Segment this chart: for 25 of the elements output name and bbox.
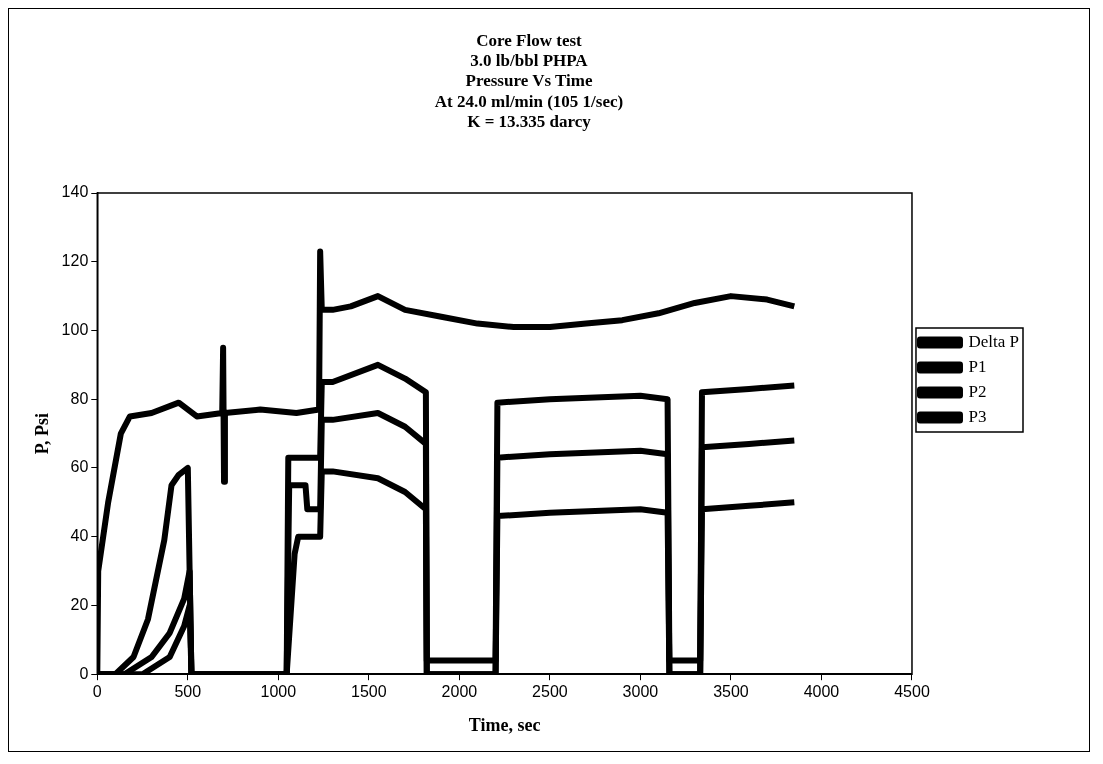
x-tick-label: 3500 xyxy=(713,683,749,701)
x-tick-label: 500 xyxy=(174,683,202,701)
y-tick-label: 0 xyxy=(79,664,89,682)
legend-label: P3 xyxy=(968,406,987,426)
x-tick-label: 2500 xyxy=(532,683,568,701)
x-tick-label: 3000 xyxy=(622,683,659,701)
legend-label: P2 xyxy=(968,381,987,401)
x-axis-title: Time, sec xyxy=(468,714,541,735)
y-tick-label: 60 xyxy=(70,458,89,476)
x-tick-label: 4500 xyxy=(894,683,930,701)
x-tick-label: 1500 xyxy=(351,683,387,701)
y-tick-label: 120 xyxy=(61,252,89,270)
y-tick-label: 100 xyxy=(61,320,89,338)
x-tick-label: 0 xyxy=(92,683,102,701)
x-tick-label: 1000 xyxy=(260,683,297,701)
x-tick-label: 4000 xyxy=(803,683,840,701)
x-tick-label: 2000 xyxy=(441,683,478,701)
legend-label: P1 xyxy=(968,356,987,376)
chart-title: Core Flow test 3.0 lb/bbl PHPA Pressure Vs Time At 24.0 ml/min (105 1/sec) K = 13.335 darcy xyxy=(434,30,624,132)
y-tick-label: 80 xyxy=(70,389,89,407)
legend-label: Delta P xyxy=(968,331,1020,351)
y-tick-label: 40 xyxy=(70,527,89,545)
y-tick-label: 20 xyxy=(70,595,89,613)
y-axis-title: P, Psi xyxy=(32,412,53,455)
y-tick-label: 140 xyxy=(61,183,89,201)
